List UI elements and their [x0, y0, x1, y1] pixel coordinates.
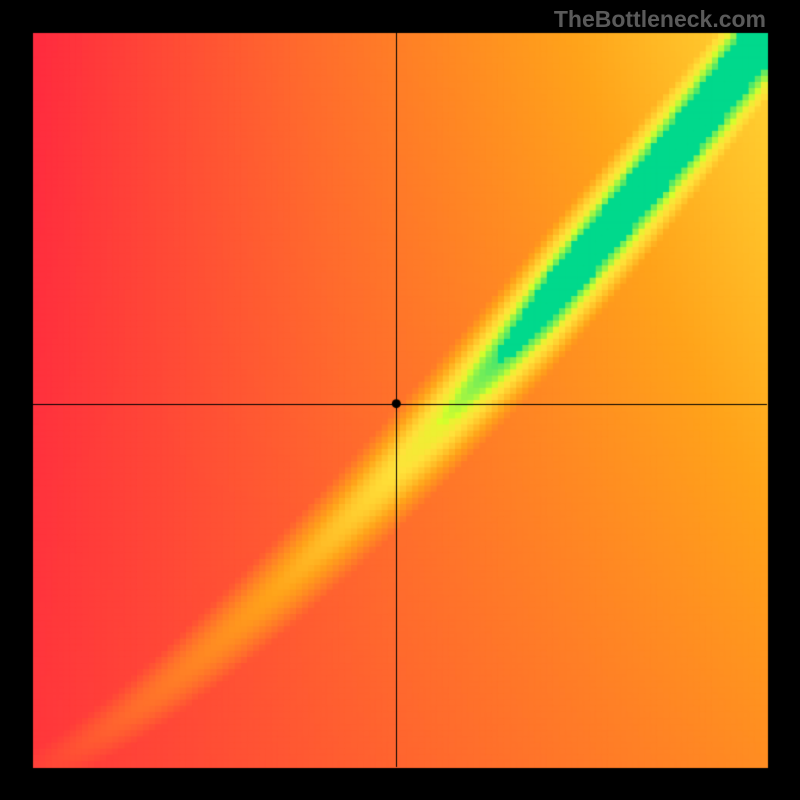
bottleneck-heatmap [0, 0, 800, 800]
watermark-text: TheBottleneck.com [554, 6, 766, 33]
